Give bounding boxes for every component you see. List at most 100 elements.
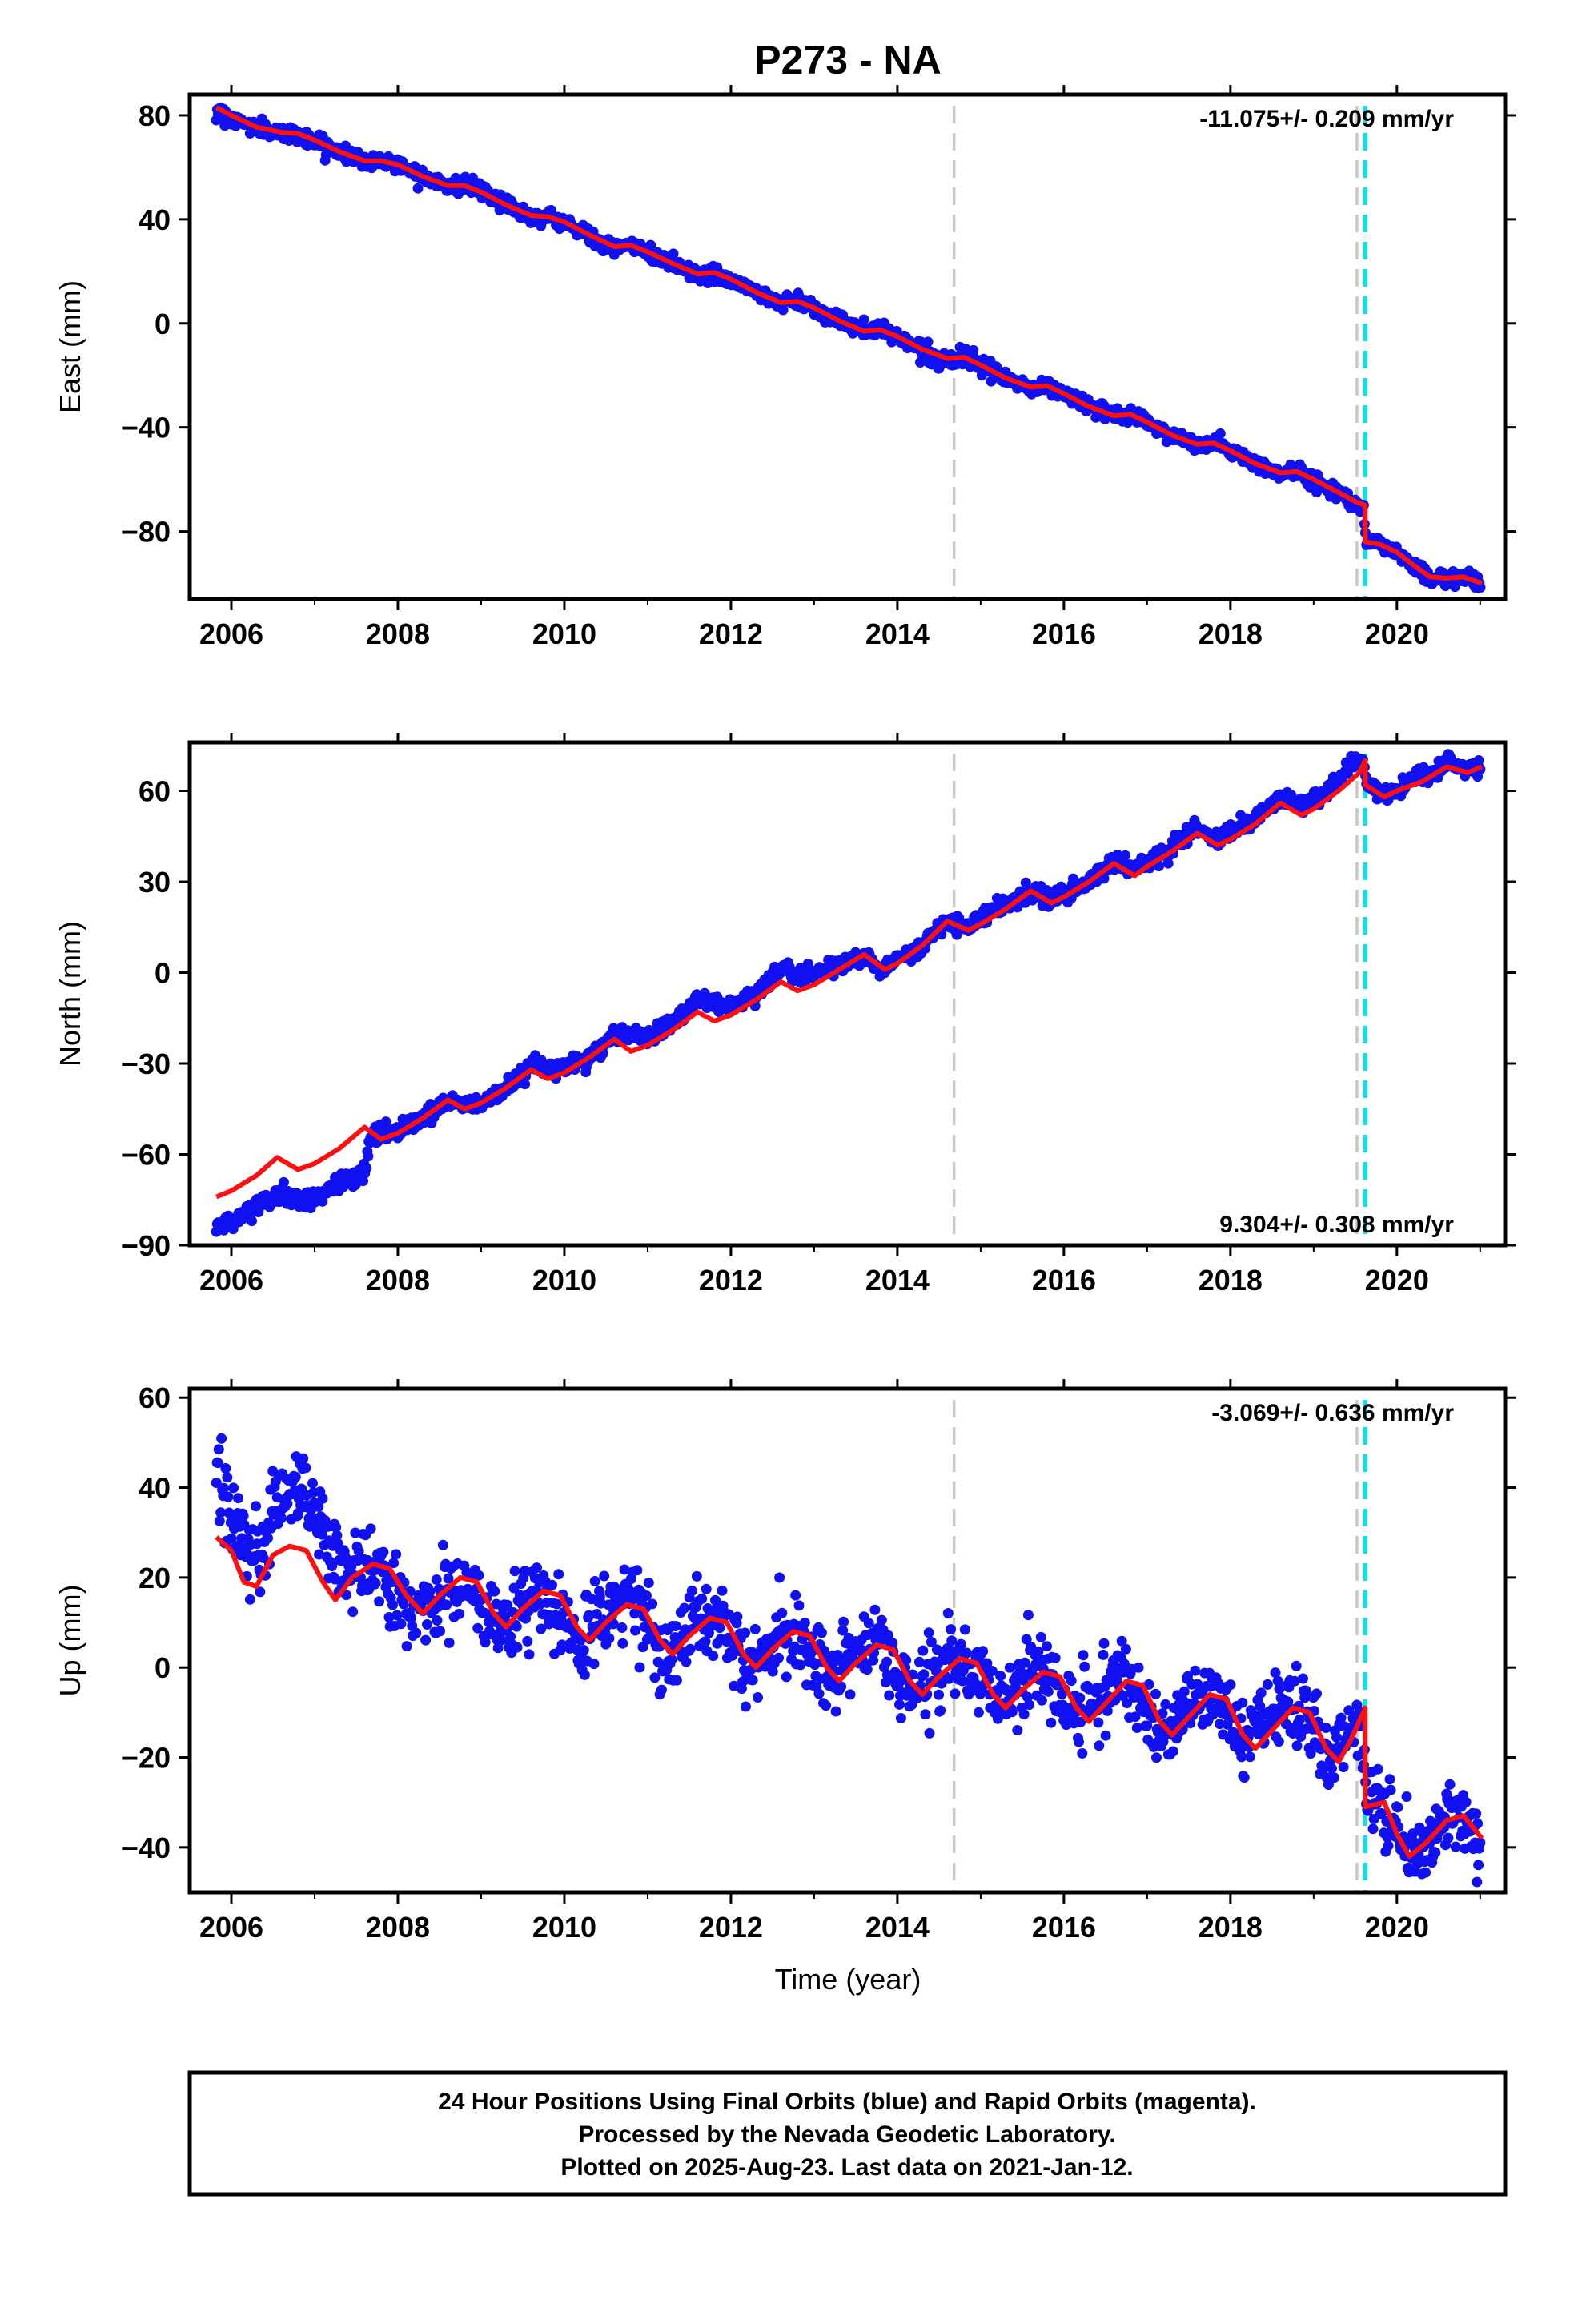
- y-tick-label: 0: [155, 308, 171, 340]
- observed-point: [1215, 1719, 1225, 1730]
- observed-point: [837, 1625, 849, 1636]
- observed-point: [901, 1655, 912, 1666]
- observed-point: [799, 1617, 810, 1628]
- observed-point: [251, 1501, 262, 1512]
- model-fit-line: [215, 758, 1484, 1200]
- observed-point: [437, 1539, 448, 1550]
- observed-point: [1122, 1698, 1133, 1709]
- observed-point: [973, 1707, 984, 1718]
- observed-point: [821, 1700, 832, 1711]
- observed-point: [298, 1453, 309, 1464]
- observed-point: [431, 1574, 442, 1585]
- observed-point: [365, 1523, 376, 1534]
- observed-point: [1012, 1725, 1023, 1735]
- observed-point: [255, 1586, 266, 1598]
- observed-point: [774, 1572, 785, 1583]
- observed-point: [968, 344, 979, 356]
- x-tick-label: 2018: [1199, 617, 1263, 650]
- observed-point: [327, 1561, 338, 1571]
- observed-point: [1274, 1683, 1285, 1695]
- observed-point: [524, 1649, 535, 1660]
- observed-point: [388, 1558, 400, 1569]
- observed-point: [599, 1570, 610, 1582]
- observed-point: [278, 1176, 289, 1188]
- y-tick-label: 80: [139, 99, 171, 132]
- observed-point: [951, 929, 962, 940]
- x-tick-label: 2018: [1199, 1264, 1263, 1297]
- observed-point: [640, 1590, 652, 1601]
- observed-point: [1327, 1763, 1337, 1774]
- observed-point: [1338, 1762, 1349, 1772]
- observed-point: [1102, 1705, 1113, 1716]
- observed-point: [777, 1607, 788, 1618]
- observed-point: [1190, 1665, 1201, 1676]
- observed-point: [1239, 1772, 1250, 1783]
- observed-point: [233, 1493, 243, 1504]
- y-tick-label: 0: [155, 1651, 171, 1684]
- plot-frame: [187, 1386, 1508, 1895]
- y-axis-label: East (mm): [54, 280, 86, 413]
- observed-point: [275, 1513, 287, 1524]
- observed-point: [387, 1599, 398, 1610]
- observed-point: [406, 1612, 416, 1623]
- y-tick-label: −90: [122, 1229, 171, 1262]
- observed-point: [922, 336, 934, 348]
- observed-point: [496, 1634, 507, 1646]
- observed-point: [1300, 1685, 1311, 1696]
- y-tick-label: 60: [139, 775, 171, 808]
- x-tick-label: 2006: [199, 617, 263, 650]
- observed-point: [946, 1635, 958, 1647]
- observed-point: [244, 1594, 255, 1605]
- observed-point: [1078, 1650, 1089, 1661]
- observed-point: [391, 1549, 402, 1560]
- observed-point: [685, 1643, 696, 1655]
- observed-point: [1042, 1641, 1052, 1652]
- observed-point: [1255, 1700, 1266, 1711]
- observed-point: [219, 1482, 230, 1494]
- observed-point: [1116, 1635, 1127, 1647]
- observed-point: [1444, 1779, 1456, 1790]
- observed-point: [920, 1709, 931, 1720]
- observed-point: [1376, 1807, 1387, 1819]
- observed-point: [1021, 1634, 1032, 1645]
- x-tick-label: 2014: [865, 1264, 930, 1297]
- observed-point: [307, 1478, 318, 1489]
- observed-point: [923, 1627, 934, 1638]
- observed-point: [1024, 1699, 1034, 1711]
- observed-point: [1272, 1675, 1283, 1687]
- x-tick-label: 2020: [1365, 1264, 1429, 1297]
- observed-point: [1046, 1717, 1057, 1728]
- observed-point: [679, 1602, 690, 1614]
- observed-point: [1385, 1784, 1396, 1795]
- observed-point: [411, 1627, 422, 1638]
- observed-point: [435, 1626, 445, 1637]
- x-tick-label: 2018: [1199, 1911, 1263, 1944]
- x-tick-label: 2016: [1032, 1264, 1096, 1297]
- observed-point: [1133, 1662, 1144, 1673]
- observed-point: [1093, 1717, 1104, 1728]
- observed-point: [1473, 1860, 1484, 1871]
- observed-point: [1329, 1772, 1339, 1783]
- observed-point: [536, 1623, 547, 1634]
- x-tick-label: 2014: [865, 1911, 930, 1944]
- observed-point: [671, 1675, 682, 1686]
- observed-point: [1335, 1712, 1347, 1723]
- observed-point: [1372, 1763, 1383, 1775]
- observed-point: [1142, 1720, 1153, 1731]
- observed-point: [263, 1533, 273, 1543]
- observed-point: [649, 1672, 661, 1683]
- observed-point: [238, 1510, 249, 1522]
- observed-point: [316, 1529, 327, 1540]
- observed-point: [961, 1647, 972, 1659]
- observed-point: [511, 1621, 522, 1632]
- y-tick-label: 40: [139, 203, 171, 236]
- observed-point: [1225, 1679, 1236, 1691]
- observed-point: [1384, 1774, 1395, 1785]
- observed-point: [753, 1692, 763, 1703]
- observed-point: [331, 1522, 342, 1533]
- observed-point: [1273, 1736, 1284, 1747]
- y-tick-label: 60: [139, 1381, 171, 1414]
- observed-point: [681, 1656, 692, 1667]
- y-tick-label: 0: [155, 957, 171, 990]
